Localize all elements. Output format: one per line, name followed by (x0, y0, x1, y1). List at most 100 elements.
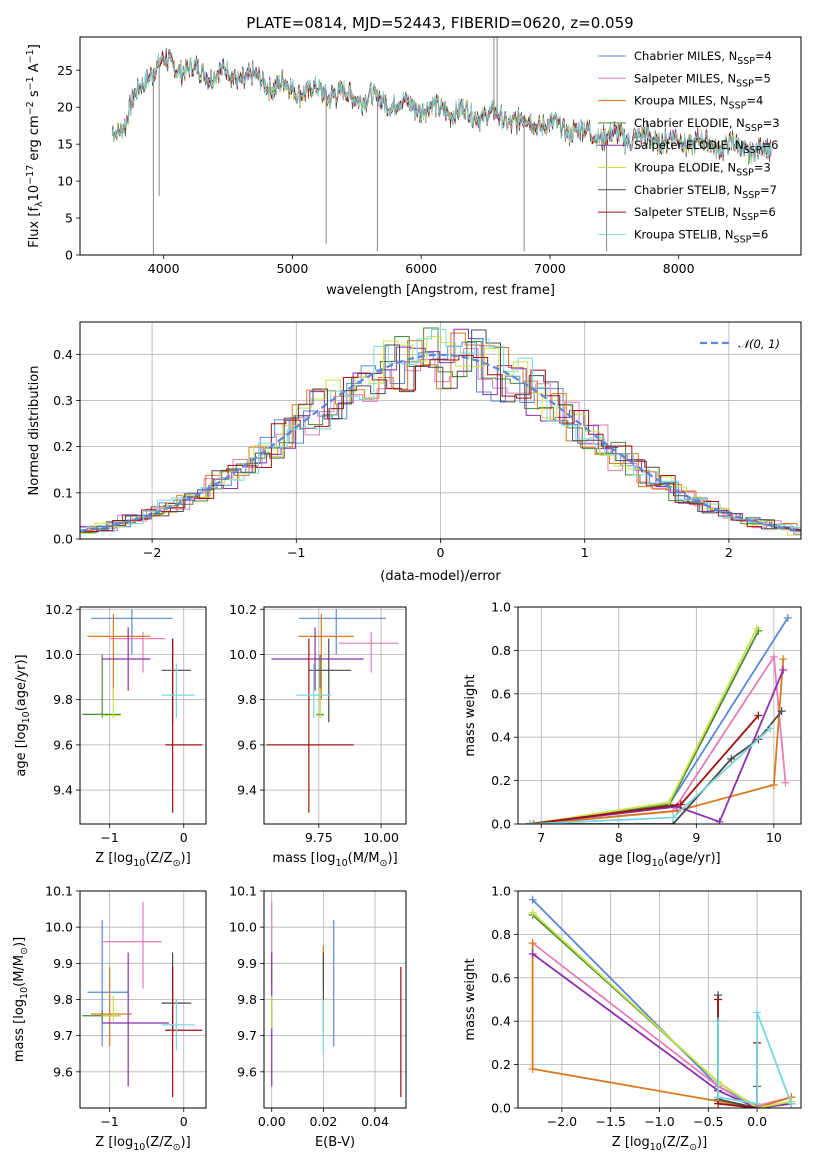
legend-entry: Kroupa ELODIE, NSSP=3 (634, 161, 771, 179)
y-tick-label: 10.1 (229, 884, 257, 899)
x-tick-label: 9 (692, 830, 700, 845)
legend-entry: Chabrier ELODIE, NSSP=3 (634, 116, 780, 134)
panel-age_vs_mass: 9.75 10.00 9.4 9.6 9.8 10.0 10.2 mass [log10(M/… (229, 602, 407, 869)
y-tick-label: 9.8 (53, 992, 73, 1007)
x-tick-label: 0.04 (361, 1114, 389, 1129)
weight-line (529, 628, 758, 824)
axes-frame (263, 890, 407, 1109)
y-tick-label: 10.0 (45, 920, 73, 935)
y-tick-label: 9.4 (237, 783, 257, 798)
x-tick-label: −1.5 (596, 1114, 626, 1129)
y-tick-label: 10.2 (229, 602, 257, 617)
axes-frame (263, 606, 407, 825)
point-marker (752, 624, 761, 633)
point-marker (528, 908, 537, 917)
point-marker (727, 754, 736, 763)
point-marker (528, 1064, 537, 1073)
y-tick-label: 25 (57, 63, 73, 78)
point-marker (783, 613, 792, 622)
x-tick-label: 7 (537, 830, 545, 845)
y-tick-label: 10.1 (45, 884, 73, 899)
weight-line (531, 912, 792, 1108)
x-axis-label: Z [log10(Z/Z⊙)] (612, 1135, 707, 1153)
y-tick-label: 9.8 (237, 992, 257, 1007)
y-tick-label: 0.4 (491, 730, 511, 745)
axes-frame (79, 890, 207, 1109)
axes-frame (79, 606, 207, 825)
y-tick-label: 9.7 (237, 1028, 257, 1043)
x-axis-label: Z [log10(Z/Z⊙)] (95, 851, 190, 869)
point-marker (779, 665, 788, 674)
panel-residuals: −2 −1 0 1 2 0.0 0.1 0.2 0.3 0.4 (data-model)/error… (27, 321, 802, 584)
histogram-step (82, 329, 801, 533)
y-tick-label: 0.1 (53, 485, 73, 500)
plot-area (264, 891, 406, 1108)
point-marker (665, 798, 674, 807)
x-tick-label: −1 (100, 1114, 118, 1129)
plot-area (111, 37, 772, 255)
weight-line (717, 999, 758, 1108)
legend-entry: Salpeter STELIB, NSSP=6 (634, 205, 776, 223)
y-tick-label: 0.6 (491, 970, 511, 985)
x-tick-label: 9.75 (305, 830, 333, 845)
axes-frame (517, 606, 802, 825)
y-tick-label: 9.9 (53, 956, 73, 971)
x-tick-label: 2 (725, 545, 733, 560)
point-marker (754, 711, 763, 720)
axes-frame (79, 321, 802, 540)
panel-weight_vs_age: 7 8 9 10 0.0 0.2 0.4 0.6 0.8 1.0 age [log10(age/yr… (463, 600, 802, 869)
y-tick-label: 10.0 (229, 920, 257, 935)
point-marker (529, 820, 538, 824)
point-marker (777, 707, 786, 716)
y-tick-label: 0.8 (491, 643, 511, 658)
weight-line (529, 630, 760, 824)
x-axis-label: wavelength [Angstrom, rest frame] (326, 283, 555, 298)
point-marker (528, 895, 537, 904)
plot-area (518, 891, 801, 1108)
point-marker (769, 780, 778, 789)
x-tick-label: −0.5 (693, 1114, 723, 1129)
y-tick-label: 1.0 (491, 884, 511, 899)
spectrum-line (111, 53, 772, 163)
x-tick-label: 0.0 (747, 1114, 767, 1129)
x-tick-label: 8000 (663, 261, 695, 276)
legend-entry: Chabrier STELIB, NSSP=7 (634, 183, 777, 201)
x-tick-label: −1.0 (644, 1114, 674, 1129)
y-axis-label: mass weight (463, 674, 478, 756)
point-marker (528, 939, 537, 948)
x-axis-label: E(B-V) (315, 1135, 355, 1150)
y-tick-label: 10 (57, 174, 73, 189)
x-tick-label: 0 (180, 1114, 188, 1129)
axes-frame (517, 890, 802, 1109)
legend-entry: 𝒩(0, 1) (738, 337, 780, 351)
point-marker (765, 724, 774, 733)
point-marker (525, 820, 534, 824)
legend-entry: Chabrier MILES, NSSP=4 (634, 49, 772, 67)
histogram-step (80, 328, 801, 531)
x-tick-label: 7000 (534, 261, 566, 276)
gaussian-curve (80, 353, 801, 532)
y-tick-label: 9.9 (237, 956, 257, 971)
y-tick-label: 0.2 (53, 439, 73, 454)
x-tick-label: −2 (143, 545, 161, 560)
point-marker (753, 1099, 762, 1108)
y-axis-label: Normed distribution (27, 366, 42, 496)
weight-line (529, 669, 785, 824)
y-tick-label: 10.2 (45, 602, 73, 617)
plot-area (80, 607, 206, 824)
y-tick-label: 9.4 (53, 783, 73, 798)
y-axis-label: mass [log10(M/M⊙)] (12, 937, 30, 1062)
x-tick-label: 8 (615, 830, 623, 845)
y-tick-label: 9.8 (53, 692, 73, 707)
legend-entry: Kroupa MILES, NSSP=4 (634, 94, 763, 112)
point-marker (779, 655, 788, 664)
weight-line (531, 943, 792, 1108)
y-tick-label: 20 (57, 100, 73, 115)
histogram-step (85, 328, 801, 533)
legend-entry: Salpeter MILES, NSSP=5 (634, 71, 771, 89)
y-tick-label: 10.0 (45, 647, 73, 662)
point-marker (676, 800, 685, 809)
y-tick-label: 0.0 (491, 1101, 511, 1116)
point-marker (714, 1017, 723, 1026)
